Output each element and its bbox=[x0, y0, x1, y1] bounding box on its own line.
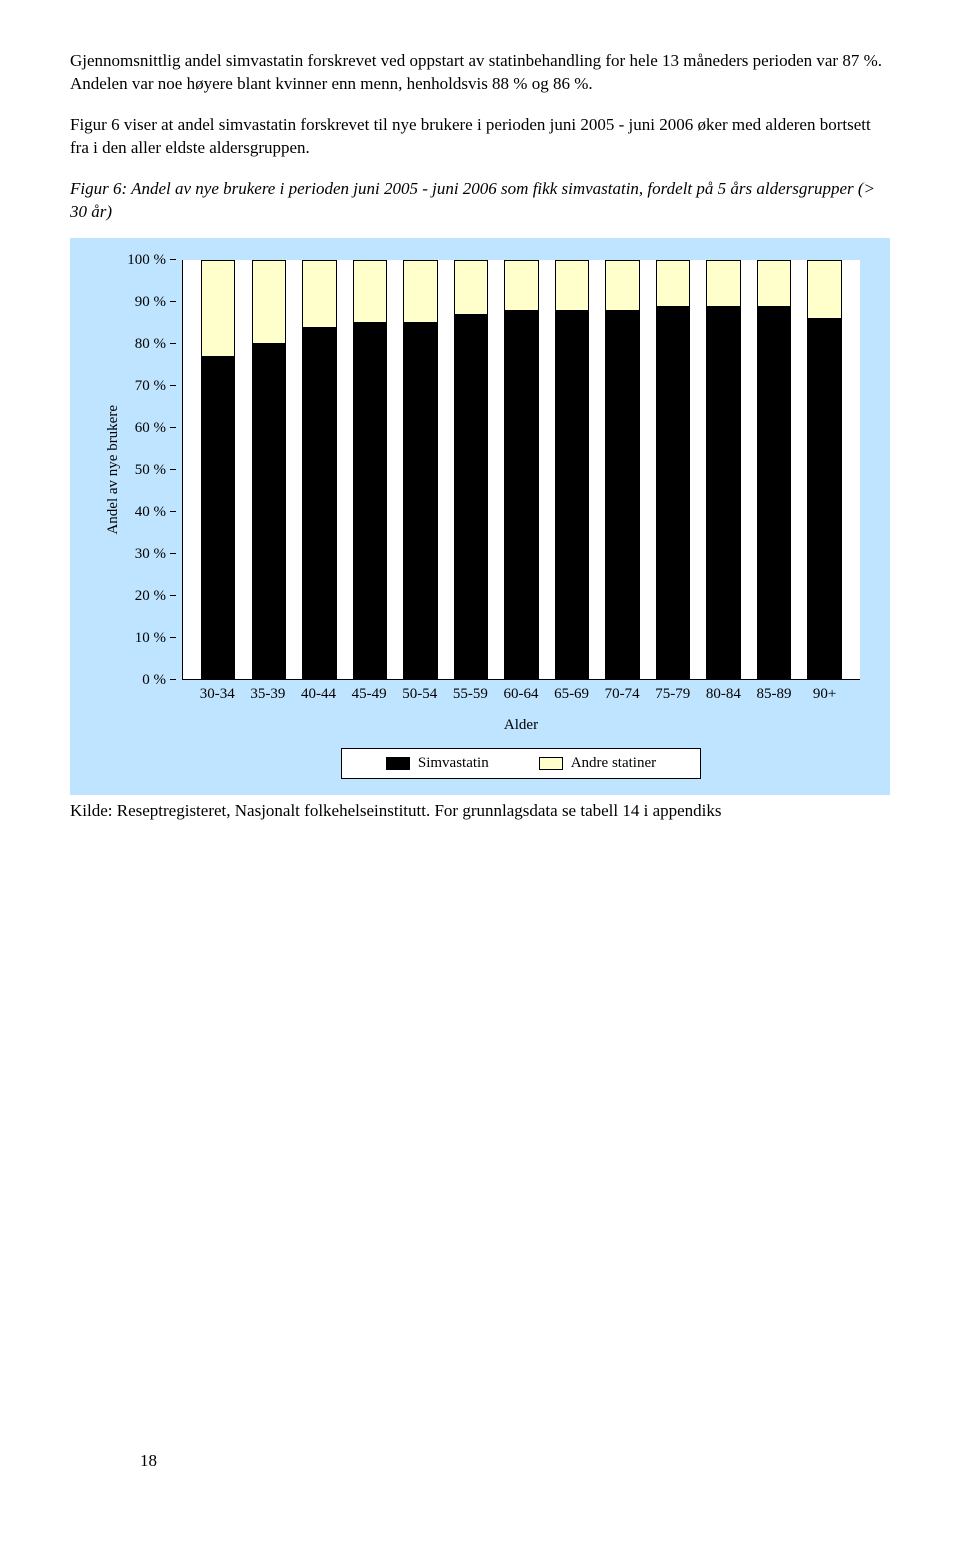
bar bbox=[656, 260, 690, 679]
bar-segment-other bbox=[404, 261, 436, 324]
bar-segment-simvastatin bbox=[253, 344, 285, 678]
bar-segment-other bbox=[707, 261, 739, 307]
paragraph-2: Figur 6 viser at andel simvastatin forsk… bbox=[70, 114, 890, 160]
bar-slot bbox=[749, 260, 800, 679]
plot-area bbox=[182, 260, 860, 680]
x-tick: 80-84 bbox=[698, 686, 749, 703]
bar-segment-simvastatin bbox=[202, 357, 234, 679]
bar-segment-other bbox=[657, 261, 689, 307]
bar-segment-other bbox=[606, 261, 638, 311]
bar bbox=[302, 260, 336, 679]
bar-segment-other bbox=[303, 261, 335, 328]
y-axis-label: Andel av nye brukere bbox=[105, 405, 122, 535]
bar-slot bbox=[193, 260, 244, 679]
bar bbox=[201, 260, 235, 679]
bar-segment-simvastatin bbox=[404, 323, 436, 678]
bar-slot bbox=[244, 260, 295, 679]
page-number: 18 bbox=[140, 1451, 157, 1471]
bar-slot bbox=[294, 260, 345, 679]
bar bbox=[605, 260, 639, 679]
bar-segment-simvastatin bbox=[354, 323, 386, 678]
x-tick: 65-69 bbox=[546, 686, 597, 703]
x-axis-label: Alder bbox=[182, 717, 860, 734]
figure-caption: Figur 6: Andel av nye brukere i perioden… bbox=[70, 178, 890, 224]
y-axis-ticks: 100 %90 %80 %70 %60 %50 %40 %30 %20 %10 … bbox=[126, 260, 182, 680]
bar bbox=[353, 260, 387, 679]
y-axis-label-wrap: Andel av nye brukere bbox=[100, 260, 126, 680]
x-tick: 60-64 bbox=[496, 686, 547, 703]
bar-slot bbox=[648, 260, 699, 679]
bar-slot bbox=[496, 260, 547, 679]
bar-slot bbox=[547, 260, 598, 679]
bar-segment-simvastatin bbox=[303, 328, 335, 679]
bar-slot bbox=[597, 260, 648, 679]
x-tick: 40-44 bbox=[293, 686, 344, 703]
x-tick: 70-74 bbox=[597, 686, 648, 703]
bar bbox=[403, 260, 437, 679]
x-tick: 35-39 bbox=[243, 686, 294, 703]
legend-item: Andre statiner bbox=[539, 755, 656, 772]
chart-frame: Andel av nye brukere 100 %90 %80 %70 %60… bbox=[100, 260, 860, 779]
source-line: Kilde: Reseptregisteret, Nasjonalt folke… bbox=[70, 801, 890, 821]
x-tick: 85-89 bbox=[749, 686, 800, 703]
bar-segment-simvastatin bbox=[505, 311, 537, 679]
x-axis-ticks: 30-3435-3940-4445-4950-5455-5960-6465-69… bbox=[182, 686, 860, 703]
bar bbox=[807, 260, 841, 679]
bar-segment-simvastatin bbox=[556, 311, 588, 679]
bar-segment-other bbox=[253, 261, 285, 345]
bar-segment-other bbox=[556, 261, 588, 311]
bar-segment-other bbox=[354, 261, 386, 324]
bar-segment-simvastatin bbox=[657, 307, 689, 679]
bar bbox=[757, 260, 791, 679]
bar-slot bbox=[345, 260, 396, 679]
plot-row: Andel av nye brukere 100 %90 %80 %70 %60… bbox=[100, 260, 860, 680]
bar-segment-simvastatin bbox=[758, 307, 790, 679]
chart-legend: Simvastatin Andre statiner bbox=[341, 748, 701, 779]
bar bbox=[555, 260, 589, 679]
x-axis-ticks-row: 30-3435-3940-4445-4950-5455-5960-6465-69… bbox=[100, 686, 860, 703]
bar-segment-other bbox=[202, 261, 234, 357]
bar-slot bbox=[698, 260, 749, 679]
legend-swatch bbox=[386, 757, 410, 770]
bar-segment-simvastatin bbox=[455, 315, 487, 679]
chart-container: Andel av nye brukere 100 %90 %80 %70 %60… bbox=[70, 238, 890, 795]
bar-segment-other bbox=[808, 261, 840, 320]
x-tick: 50-54 bbox=[394, 686, 445, 703]
bar bbox=[706, 260, 740, 679]
bar-segment-simvastatin bbox=[707, 307, 739, 679]
x-tick: 45-49 bbox=[344, 686, 395, 703]
x-spacer bbox=[100, 686, 182, 703]
legend-swatch bbox=[539, 757, 563, 770]
bar-slot bbox=[799, 260, 850, 679]
x-tick: 75-79 bbox=[647, 686, 698, 703]
bar-segment-other bbox=[455, 261, 487, 315]
bar-segment-other bbox=[505, 261, 537, 311]
x-tick: 30-34 bbox=[192, 686, 243, 703]
legend-label: Simvastatin bbox=[418, 755, 489, 772]
bar bbox=[252, 260, 286, 679]
legend-label: Andre statiner bbox=[571, 755, 656, 772]
bar-segment-other bbox=[758, 261, 790, 307]
x-tick: 55-59 bbox=[445, 686, 496, 703]
x-tick: 90+ bbox=[799, 686, 850, 703]
bar-slot bbox=[395, 260, 446, 679]
bar bbox=[504, 260, 538, 679]
paragraph-1: Gjennomsnittlig andel simvastatin forskr… bbox=[70, 50, 890, 96]
bar-slot bbox=[446, 260, 497, 679]
legend-item: Simvastatin bbox=[386, 755, 489, 772]
bar bbox=[454, 260, 488, 679]
bar-segment-simvastatin bbox=[606, 311, 638, 679]
bar-segment-simvastatin bbox=[808, 319, 840, 678]
